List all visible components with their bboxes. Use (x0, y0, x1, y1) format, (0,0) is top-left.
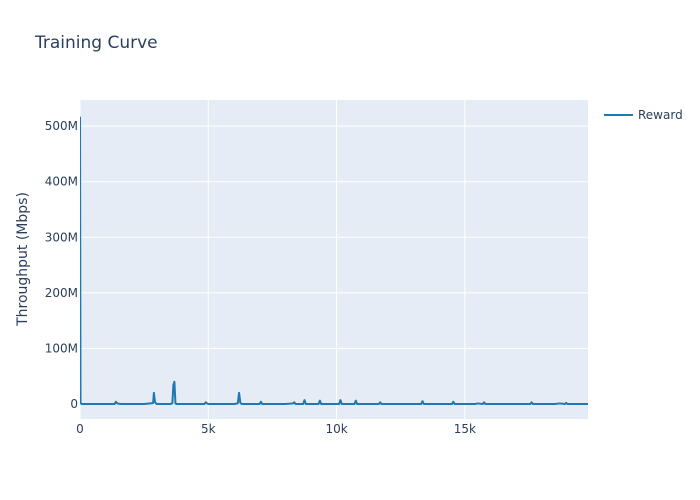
x-tick-label: 10k (325, 422, 347, 436)
series-line-reward[interactable] (80, 116, 588, 405)
tick-labels: 0 100M 200M 300M 400M 500M 0 5k 10k 15k (45, 119, 476, 436)
chart-title: Training Curve (35, 33, 158, 53)
y-tick-label: 500M (45, 119, 78, 133)
x-tick-label: 0 (76, 422, 84, 436)
legend-label-reward: Reward (638, 108, 683, 122)
x-tick-label: 15k (454, 422, 476, 436)
y-axis-title: Throughput (Mbps) (15, 192, 31, 327)
y-tick-label: 300M (45, 230, 78, 244)
y-tick-label: 100M (45, 341, 78, 355)
y-tick-label: 400M (45, 175, 78, 189)
series-layer[interactable] (80, 116, 588, 405)
plot-area (80, 100, 588, 419)
y-tick-label: 0 (70, 397, 78, 411)
y-tick-label: 200M (45, 286, 78, 300)
x-tick-label: 5k (201, 422, 216, 436)
legend[interactable]: Reward (604, 108, 683, 122)
